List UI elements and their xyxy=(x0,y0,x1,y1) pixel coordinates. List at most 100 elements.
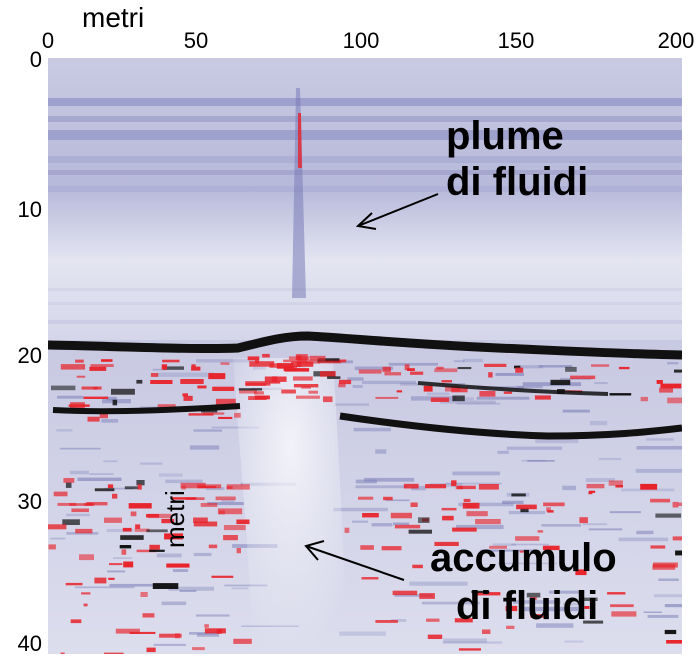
sediment-streak xyxy=(56,429,73,432)
red-anomaly xyxy=(204,624,209,628)
sediment-streak xyxy=(205,487,225,491)
deep-reflector-right xyxy=(339,412,682,440)
red-anomaly xyxy=(262,353,270,358)
red-anomaly xyxy=(87,416,100,422)
sediment-streak xyxy=(400,382,419,386)
red-anomaly xyxy=(53,491,68,497)
red-anomaly xyxy=(381,546,402,551)
sediment-streak xyxy=(538,365,573,368)
sediment-streak xyxy=(152,368,167,371)
water-band xyxy=(48,170,682,175)
red-anomaly xyxy=(197,484,222,489)
red-anomaly xyxy=(247,356,260,361)
red-anomaly xyxy=(640,396,648,402)
red-anomaly xyxy=(338,383,346,388)
red-anomaly xyxy=(65,482,72,488)
fluid-plume-core xyxy=(298,113,302,168)
red-anomaly xyxy=(664,629,677,635)
red-anomaly xyxy=(462,502,480,509)
red-anomaly xyxy=(223,535,238,541)
sediment-streak xyxy=(50,537,66,540)
sediment-streak xyxy=(646,438,674,441)
red-anomaly xyxy=(69,503,95,506)
red-anomaly xyxy=(109,563,123,566)
red-anomaly xyxy=(515,536,540,541)
red-anomaly xyxy=(146,514,160,518)
red-anomaly xyxy=(193,517,208,523)
sediment-streak xyxy=(426,392,450,396)
sediment-streak xyxy=(562,485,577,491)
red-anomaly xyxy=(60,652,65,654)
red-anomaly xyxy=(382,366,391,372)
red-anomaly xyxy=(458,648,481,651)
red-anomaly xyxy=(384,372,402,376)
red-anomaly xyxy=(276,363,294,369)
red-anomaly xyxy=(293,376,313,381)
red-anomaly xyxy=(677,502,682,506)
red-anomaly xyxy=(216,629,222,634)
red-anomaly xyxy=(452,395,465,402)
red-anomaly xyxy=(157,404,176,407)
sediment-streak xyxy=(506,446,563,450)
red-anomaly xyxy=(660,383,682,389)
red-anomaly xyxy=(436,366,444,370)
red-anomaly xyxy=(121,549,127,555)
red-anomaly xyxy=(434,368,458,373)
sediment-streak xyxy=(159,473,183,477)
red-anomaly xyxy=(265,381,281,384)
red-anomaly xyxy=(520,508,529,513)
red-anomaly xyxy=(60,364,86,370)
red-anomaly xyxy=(530,597,537,600)
red-anomaly xyxy=(618,366,630,370)
red-anomaly xyxy=(149,549,165,552)
sediment-streak xyxy=(421,601,480,605)
red-anomaly xyxy=(183,395,193,401)
red-anomaly xyxy=(655,513,682,518)
red-anomaly xyxy=(211,575,234,578)
red-anomaly xyxy=(215,398,236,405)
red-anomaly xyxy=(457,485,476,490)
red-anomaly xyxy=(238,388,263,391)
sediment-streak xyxy=(391,619,407,622)
red-anomaly xyxy=(609,393,632,396)
red-anomaly xyxy=(75,359,84,363)
sediment-streak xyxy=(189,632,217,635)
red-anomaly xyxy=(672,536,682,541)
red-anomaly xyxy=(479,391,496,397)
x-tick-label: 50 xyxy=(183,28,209,53)
sediment-streak xyxy=(453,360,465,363)
red-anomaly xyxy=(140,592,148,597)
sediment-streak xyxy=(588,528,623,531)
red-anomaly xyxy=(283,359,308,363)
red-anomaly xyxy=(516,504,537,510)
red-anomaly xyxy=(152,583,179,589)
red-anomaly xyxy=(375,396,399,399)
plume-arrow xyxy=(357,193,439,227)
sediment-streak xyxy=(153,643,186,646)
red-anomaly xyxy=(171,497,197,500)
red-anomaly xyxy=(48,524,67,530)
red-anomaly xyxy=(319,371,336,377)
sediment-streak xyxy=(654,594,682,598)
seismic-profile xyxy=(48,58,682,654)
red-anomaly xyxy=(530,614,549,618)
red-anomaly xyxy=(215,496,236,501)
red-anomaly xyxy=(608,480,623,486)
sediment-streak xyxy=(462,358,484,363)
sediment-streak xyxy=(103,460,118,463)
sediment-streak xyxy=(564,640,584,643)
red-anomaly xyxy=(675,550,682,556)
sediment-streak xyxy=(456,402,501,405)
sediment-streak xyxy=(562,409,590,413)
red-anomaly xyxy=(317,360,342,364)
red-anomaly xyxy=(283,366,294,372)
red-anomaly xyxy=(427,634,443,639)
sediment-streak xyxy=(69,470,89,475)
sediment-streak xyxy=(172,569,189,572)
red-anomaly xyxy=(361,577,379,580)
red-anomaly xyxy=(223,525,246,531)
red-anomaly xyxy=(362,513,379,518)
sediment-streak xyxy=(515,365,543,369)
red-anomaly xyxy=(547,510,554,513)
sediment-streak xyxy=(536,623,574,628)
